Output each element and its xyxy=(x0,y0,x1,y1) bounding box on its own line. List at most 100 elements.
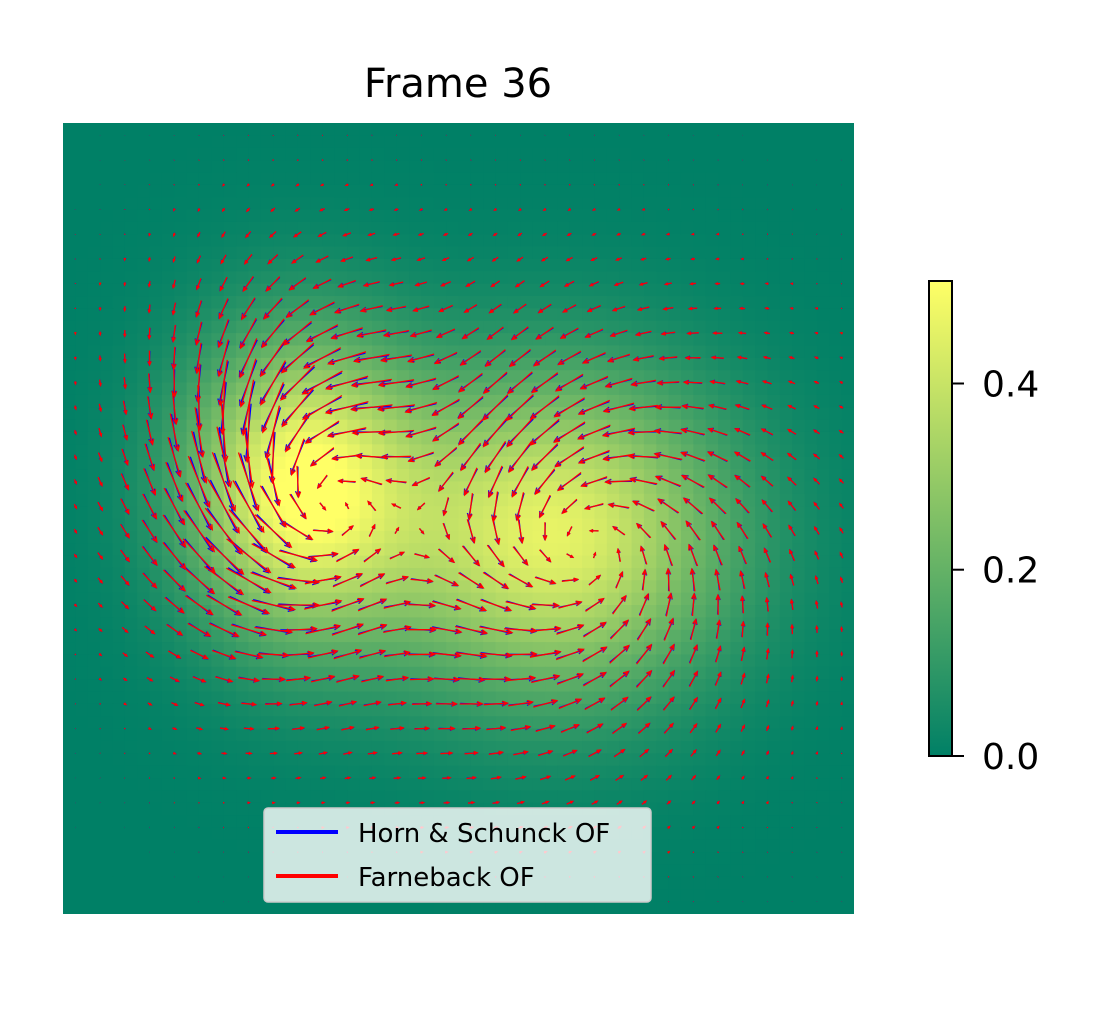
heatmap-cell xyxy=(371,147,385,161)
heatmap-cell xyxy=(606,172,620,186)
heatmap-cell xyxy=(334,407,348,421)
heatmap-cell xyxy=(112,889,126,903)
heatmap-cell xyxy=(804,691,818,705)
heatmap-cell xyxy=(409,246,423,260)
heatmap-cell xyxy=(137,283,151,297)
heatmap-cell xyxy=(470,753,484,767)
heatmap-cell xyxy=(63,456,76,470)
heatmap-cell xyxy=(124,543,138,557)
heatmap-cell xyxy=(124,382,138,396)
heatmap-cell xyxy=(619,654,633,668)
heatmap-cell xyxy=(75,271,89,285)
heatmap-cell xyxy=(371,469,385,483)
heatmap-cell xyxy=(334,271,348,285)
heatmap-cell xyxy=(643,580,657,594)
heatmap-cell xyxy=(446,456,460,470)
heatmap-cell xyxy=(137,456,151,470)
heatmap-cell xyxy=(582,567,596,581)
heatmap-cell xyxy=(236,889,249,903)
heatmap-cell xyxy=(804,889,818,903)
heatmap-cell xyxy=(779,370,793,384)
heatmap-cell xyxy=(656,567,670,581)
heatmap-cell xyxy=(483,506,497,520)
heatmap-cell xyxy=(124,827,138,841)
heatmap-cell xyxy=(594,345,608,359)
heatmap-cell xyxy=(124,333,138,347)
heatmap-cell xyxy=(816,221,830,235)
heatmap-cell xyxy=(829,357,843,371)
heatmap-cell xyxy=(137,469,151,483)
heatmap-cell xyxy=(396,555,410,569)
heatmap-cell xyxy=(545,605,558,618)
heatmap-cell xyxy=(347,160,361,174)
heatmap-cell xyxy=(186,493,200,507)
heatmap-cell xyxy=(816,123,830,136)
heatmap-cell xyxy=(137,864,151,878)
heatmap-cell xyxy=(236,221,249,235)
heatmap-cell xyxy=(446,493,460,507)
heatmap-cell xyxy=(730,456,744,470)
heatmap-cell xyxy=(75,407,89,421)
heatmap-cell xyxy=(619,469,633,483)
heatmap-cell xyxy=(223,394,237,408)
heatmap-cell xyxy=(124,296,138,309)
heatmap-cell xyxy=(186,790,200,804)
heatmap-cell xyxy=(829,703,843,717)
heatmap-cell xyxy=(606,296,620,309)
heatmap-cell xyxy=(87,258,101,272)
heatmap-cell xyxy=(656,790,670,804)
heatmap-cell xyxy=(507,691,521,705)
heatmap-cell xyxy=(87,703,101,717)
heatmap-cell xyxy=(829,815,843,829)
heatmap-cell xyxy=(186,258,200,272)
heatmap-cell xyxy=(582,555,596,569)
heatmap-cell xyxy=(470,666,484,680)
heatmap-cell xyxy=(680,839,694,853)
heatmap-cell xyxy=(507,666,521,680)
heatmap-cell xyxy=(198,209,212,223)
heatmap-cell xyxy=(767,456,781,470)
heatmap-cell xyxy=(680,666,694,680)
heatmap-cell xyxy=(371,160,385,174)
heatmap-cell xyxy=(755,370,769,384)
heatmap-cell xyxy=(396,209,410,223)
heatmap-cell xyxy=(520,135,534,149)
heatmap-cell xyxy=(730,333,744,347)
heatmap-cell xyxy=(421,567,435,581)
heatmap-cell xyxy=(841,530,854,544)
heatmap-cell xyxy=(829,691,843,705)
heatmap-cell xyxy=(470,778,484,792)
heatmap-cell xyxy=(75,852,89,866)
heatmap-cell xyxy=(792,864,806,878)
heatmap-cell xyxy=(816,889,830,903)
heatmap-cell xyxy=(248,740,262,754)
heatmap-cell xyxy=(310,160,324,174)
heatmap-cell xyxy=(569,258,583,272)
heatmap-cell xyxy=(446,271,460,285)
heatmap-cell xyxy=(421,629,435,643)
heatmap-cell xyxy=(470,493,484,507)
heatmap-cell xyxy=(582,679,596,693)
heatmap-cell xyxy=(619,703,633,717)
heatmap-cell xyxy=(137,889,151,903)
heatmap-cell xyxy=(236,728,249,742)
heatmap-cell xyxy=(297,530,311,544)
heatmap-cell xyxy=(767,555,781,569)
heatmap-cell xyxy=(347,444,361,458)
heatmap-cell xyxy=(236,147,249,161)
heatmap-cell xyxy=(322,654,336,668)
heatmap-cell xyxy=(545,543,558,557)
heatmap-cell xyxy=(396,419,410,433)
heatmap-cell xyxy=(792,889,806,903)
heatmap-cell xyxy=(804,543,818,557)
heatmap-cell xyxy=(260,901,274,914)
heatmap-cell xyxy=(804,617,818,631)
heatmap-cell xyxy=(421,469,435,483)
heatmap-cell xyxy=(742,271,756,285)
heatmap-cell xyxy=(421,283,435,297)
heatmap-cell xyxy=(619,271,633,285)
heatmap-cell xyxy=(334,778,348,792)
heatmap-cell xyxy=(161,320,175,334)
heatmap-cell xyxy=(841,246,854,260)
heatmap-cell xyxy=(371,679,385,693)
